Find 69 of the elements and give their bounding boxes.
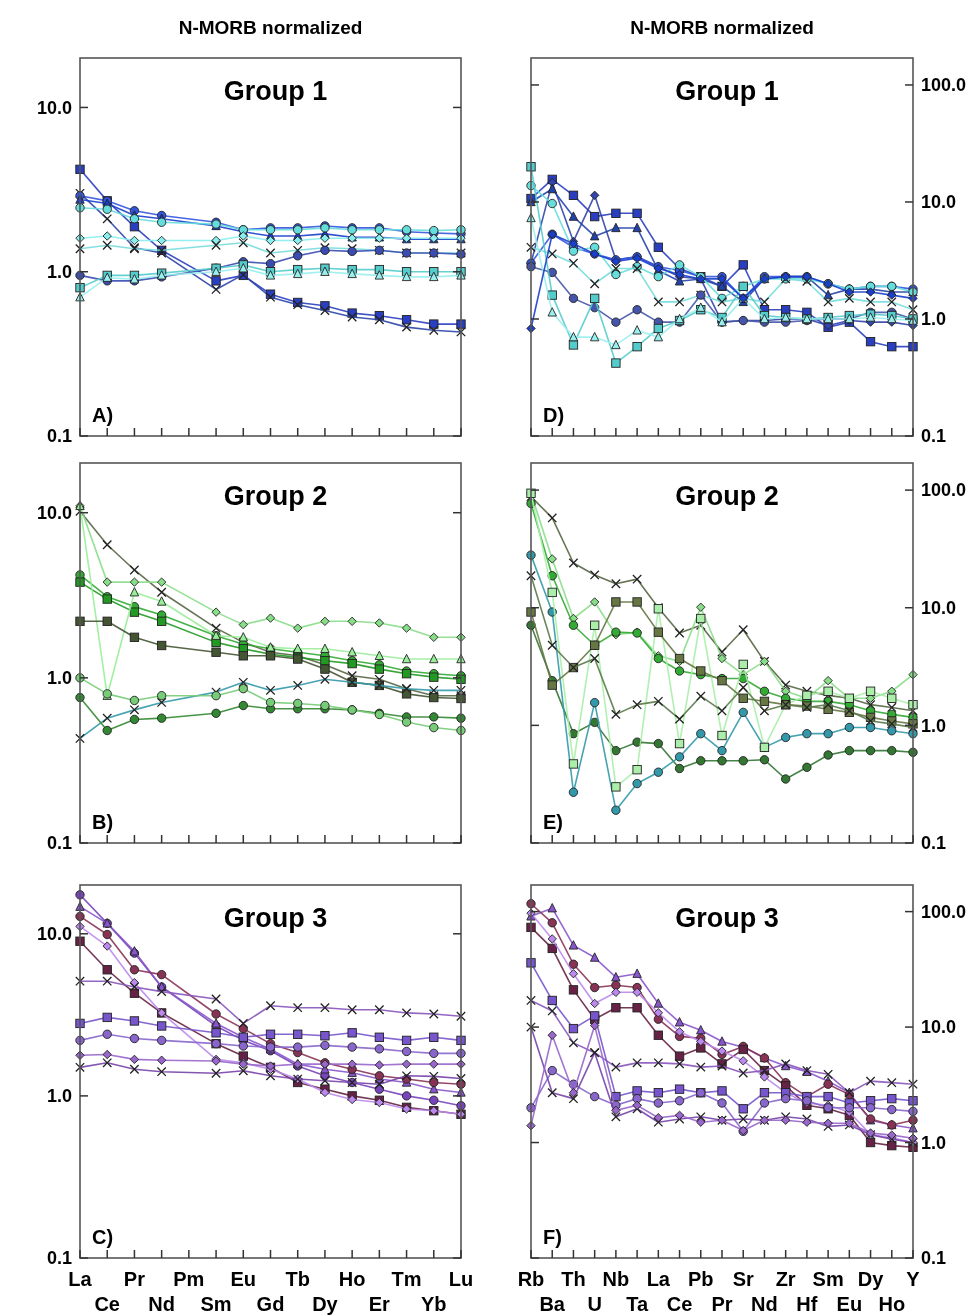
annotation: E) — [543, 811, 563, 833]
x-tick-label: La — [68, 1268, 93, 1290]
x-tick-label: Ce — [94, 1293, 120, 1315]
x-tick-label: Ta — [626, 1293, 649, 1315]
x-tick-label: Lu — [448, 1268, 474, 1290]
y-tick-label: 1.0 — [921, 309, 947, 330]
x-tick-label: Dy — [857, 1268, 885, 1290]
x-tick-label: Y — [906, 1268, 921, 1290]
x-tick-label: Rb — [517, 1268, 545, 1290]
annotation: A) — [92, 404, 114, 426]
x-tick-label: Tm — [391, 1268, 422, 1290]
annotation: F) — [543, 1226, 562, 1248]
y-tick-label: 0.1 — [46, 833, 72, 854]
x-tick-label: La — [646, 1268, 671, 1290]
x-tick-label: Nd — [148, 1293, 175, 1315]
y-tick-label: 1.0 — [46, 262, 72, 283]
x-tick-label: Sm — [200, 1293, 232, 1315]
text: Group 2 — [675, 481, 779, 511]
x-tick-label: Pr — [123, 1268, 146, 1290]
y-tick-label: 100.0 — [921, 480, 967, 501]
x-tick-label: Er — [368, 1293, 391, 1315]
x-tick-label: Sr — [732, 1268, 754, 1290]
x-tick-label: Hf — [796, 1293, 818, 1315]
x-tick-label: Pb — [688, 1268, 714, 1290]
y-tick-label: 1.0 — [46, 668, 72, 689]
x-tick-label: Dy — [312, 1293, 339, 1315]
y-tick-label: 10.0 — [921, 598, 957, 619]
x-tick-label: Th — [561, 1268, 586, 1290]
y-tick-label: 10.0 — [36, 503, 72, 524]
annotation: D) — [543, 404, 565, 426]
x-tick-label: Ce — [666, 1293, 693, 1315]
x-tick-label: U — [587, 1293, 602, 1315]
y-tick-label: 10.0 — [921, 192, 957, 213]
x-tick-label: Pm — [173, 1268, 205, 1290]
y-tick-label: 10.0 — [36, 97, 72, 118]
text: Group 1 — [223, 76, 328, 106]
text: Group 3 — [675, 903, 779, 933]
y-tick-label: 10.0 — [36, 924, 72, 945]
y-tick-label: 0.1 — [46, 426, 72, 447]
x-tick-label: Sm — [812, 1268, 844, 1290]
x-tick-label: Ba — [539, 1293, 566, 1315]
chart-subtitle: N-MORB normalized — [630, 17, 814, 38]
y-tick-label: 1.0 — [921, 715, 947, 736]
text: Group 2 — [223, 481, 328, 511]
y-tick-label: 0.1 — [921, 1248, 947, 1269]
y-tick-label: 100.0 — [921, 75, 967, 96]
x-tick-label: Yb — [421, 1293, 447, 1315]
x-tick-label: Nb — [602, 1268, 630, 1290]
y-tick-label: 0.1 — [921, 426, 947, 447]
x-tick-label: Nd — [751, 1293, 778, 1315]
x-tick-label: Gd — [256, 1293, 285, 1315]
y-tick-label: 1.0 — [921, 1132, 947, 1153]
x-tick-label: Eu — [230, 1268, 257, 1290]
annotation: C) — [92, 1226, 114, 1248]
x-tick-label: Ho — [338, 1268, 366, 1290]
text: Group 3 — [223, 903, 328, 933]
y-tick-label: 10.0 — [921, 1017, 957, 1038]
x-tick-label: Tb — [285, 1268, 310, 1290]
y-tick-label: 100.0 — [921, 901, 967, 922]
chart-subtitle: N-MORB normalized — [178, 17, 363, 38]
y-tick-label: 1.0 — [46, 1086, 72, 1107]
x-tick-label: Zr — [775, 1268, 796, 1290]
text: Group 1 — [675, 76, 779, 106]
y-tick-label: 0.1 — [46, 1248, 72, 1269]
x-tick-label: Ho — [878, 1293, 906, 1315]
x-tick-label: Pr — [711, 1293, 733, 1315]
x-tick-label: Eu — [836, 1293, 863, 1315]
annotation: B) — [92, 811, 114, 833]
y-tick-label: 0.1 — [921, 833, 947, 854]
